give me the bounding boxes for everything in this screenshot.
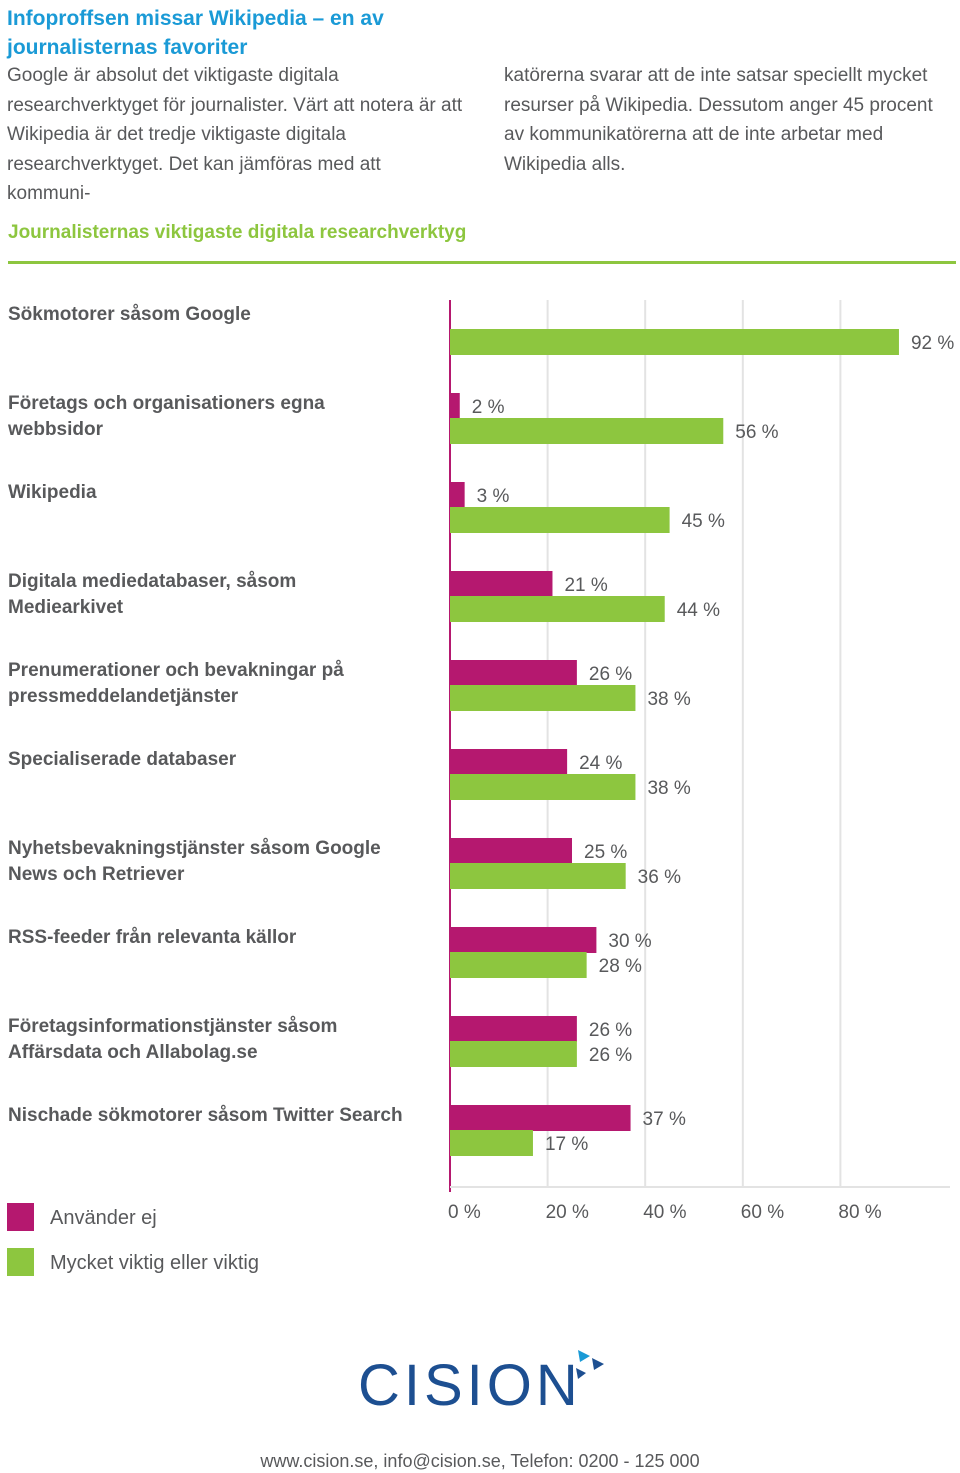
value-label-anvander-ej: 30 % [608, 931, 651, 952]
bar-mycket-viktig [450, 685, 636, 711]
footer-contact: www.cision.se, info@cision.se, Telefon: … [260, 1451, 700, 1471]
legend-label: Mycket viktig eller viktig [50, 1252, 259, 1274]
category-label: webbsidor [7, 419, 104, 440]
value-label-anvander-ej: 21 % [564, 575, 607, 596]
bar-anvander-ej [450, 571, 553, 597]
category-label: RSS-feeder från relevanta källor [8, 927, 297, 948]
value-label-anvander-ej: 24 % [579, 753, 622, 774]
bar-anvander-ej [450, 1016, 577, 1042]
x-tick-label: 0 % [448, 1202, 481, 1223]
value-label-anvander-ej: 26 % [589, 1020, 632, 1041]
bar-mycket-viktig [450, 418, 724, 444]
value-label-mycket-viktig: 26 % [589, 1045, 632, 1066]
category-label: Mediearkivet [8, 597, 124, 618]
category-label: Företagsinformationstjänster såsom [8, 1016, 337, 1037]
headline: Infoproffsen missar Wikipedia – en av jo… [7, 7, 384, 59]
bar-mycket-viktig [450, 596, 665, 622]
bar-anvander-ej [450, 393, 460, 419]
chart-title-rule [8, 261, 956, 264]
category-label: Sökmotorer såsom Google [8, 304, 251, 325]
value-label-anvander-ej: 2 % [472, 397, 505, 418]
category-label: Nischade sökmotorer såsom Twitter Search [8, 1105, 403, 1126]
value-label-mycket-viktig: 28 % [599, 956, 642, 977]
bar-anvander-ej [450, 749, 568, 775]
legend-swatch-green [7, 1248, 34, 1276]
chart-title: Journalisternas viktigaste digitala rese… [8, 222, 467, 243]
intro-text-right: katörerna svarar att de inte satsar spec… [504, 65, 933, 175]
value-label-mycket-viktig: 56 % [735, 422, 778, 443]
category-label: Företags och organisationers egna [8, 393, 325, 414]
bar-chart: 0 % 20 % 40 % 60 % 80 % Sökmotorer såsom Goog… [7, 300, 954, 1223]
value-label-anvander-ej: 25 % [584, 842, 627, 863]
category-label: Wikipedia [8, 482, 97, 503]
value-label-mycket-viktig: 38 % [647, 689, 690, 710]
value-label-mycket-viktig: 17 % [545, 1134, 588, 1155]
category-label: Specialiserade databaser [8, 749, 237, 770]
bar-mycket-viktig [450, 507, 670, 533]
bar-mycket-viktig [450, 1130, 533, 1156]
x-tick-label: 40 % [643, 1202, 686, 1223]
value-label-anvander-ej: 37 % [643, 1109, 686, 1130]
category-label: Prenumerationer och bevakningar på [8, 660, 344, 681]
x-tick-label: 80 % [838, 1202, 881, 1223]
value-label-mycket-viktig: 38 % [647, 778, 690, 799]
bar-mycket-viktig [450, 329, 899, 355]
bar-mycket-viktig [450, 863, 626, 889]
logo-arrows-icon [576, 1350, 604, 1379]
bar-mycket-viktig [450, 774, 636, 800]
value-label-mycket-viktig: 45 % [682, 511, 725, 532]
bar-anvander-ej [450, 482, 465, 508]
bar-anvander-ej [450, 838, 572, 864]
category-label: Digitala mediedatabaser, såsom [8, 571, 296, 592]
legend-swatch-magenta [7, 1203, 34, 1231]
bar-anvander-ej [450, 660, 577, 686]
value-label-mycket-viktig: 44 % [677, 600, 720, 621]
x-tick-label: 60 % [741, 1202, 784, 1223]
x-tick-label: 20 % [546, 1202, 589, 1223]
bar-mycket-viktig [450, 1041, 577, 1067]
value-label-anvander-ej: 3 % [477, 486, 510, 507]
legend-label: Använder ej [50, 1207, 157, 1229]
intro-text-left: Google är absolut det viktigaste digital… [7, 65, 463, 204]
category-label: News och Retriever [8, 864, 185, 885]
cision-logo: CISION [358, 1348, 608, 1418]
category-label: pressmeddelandetjänster [8, 686, 239, 707]
category-label: Nyhetsbevakningstjänster såsom Google [8, 838, 381, 859]
bar-anvander-ej [450, 927, 597, 953]
logo-wordmark: CISION [358, 1353, 582, 1418]
value-label-mycket-viktig: 92 % [911, 333, 954, 354]
value-label-mycket-viktig: 36 % [638, 867, 681, 888]
category-label: Affärsdata och Allabolag.se [8, 1042, 258, 1063]
bar-anvander-ej [450, 1105, 631, 1131]
value-label-anvander-ej: 26 % [589, 664, 632, 685]
bar-mycket-viktig [450, 952, 587, 978]
